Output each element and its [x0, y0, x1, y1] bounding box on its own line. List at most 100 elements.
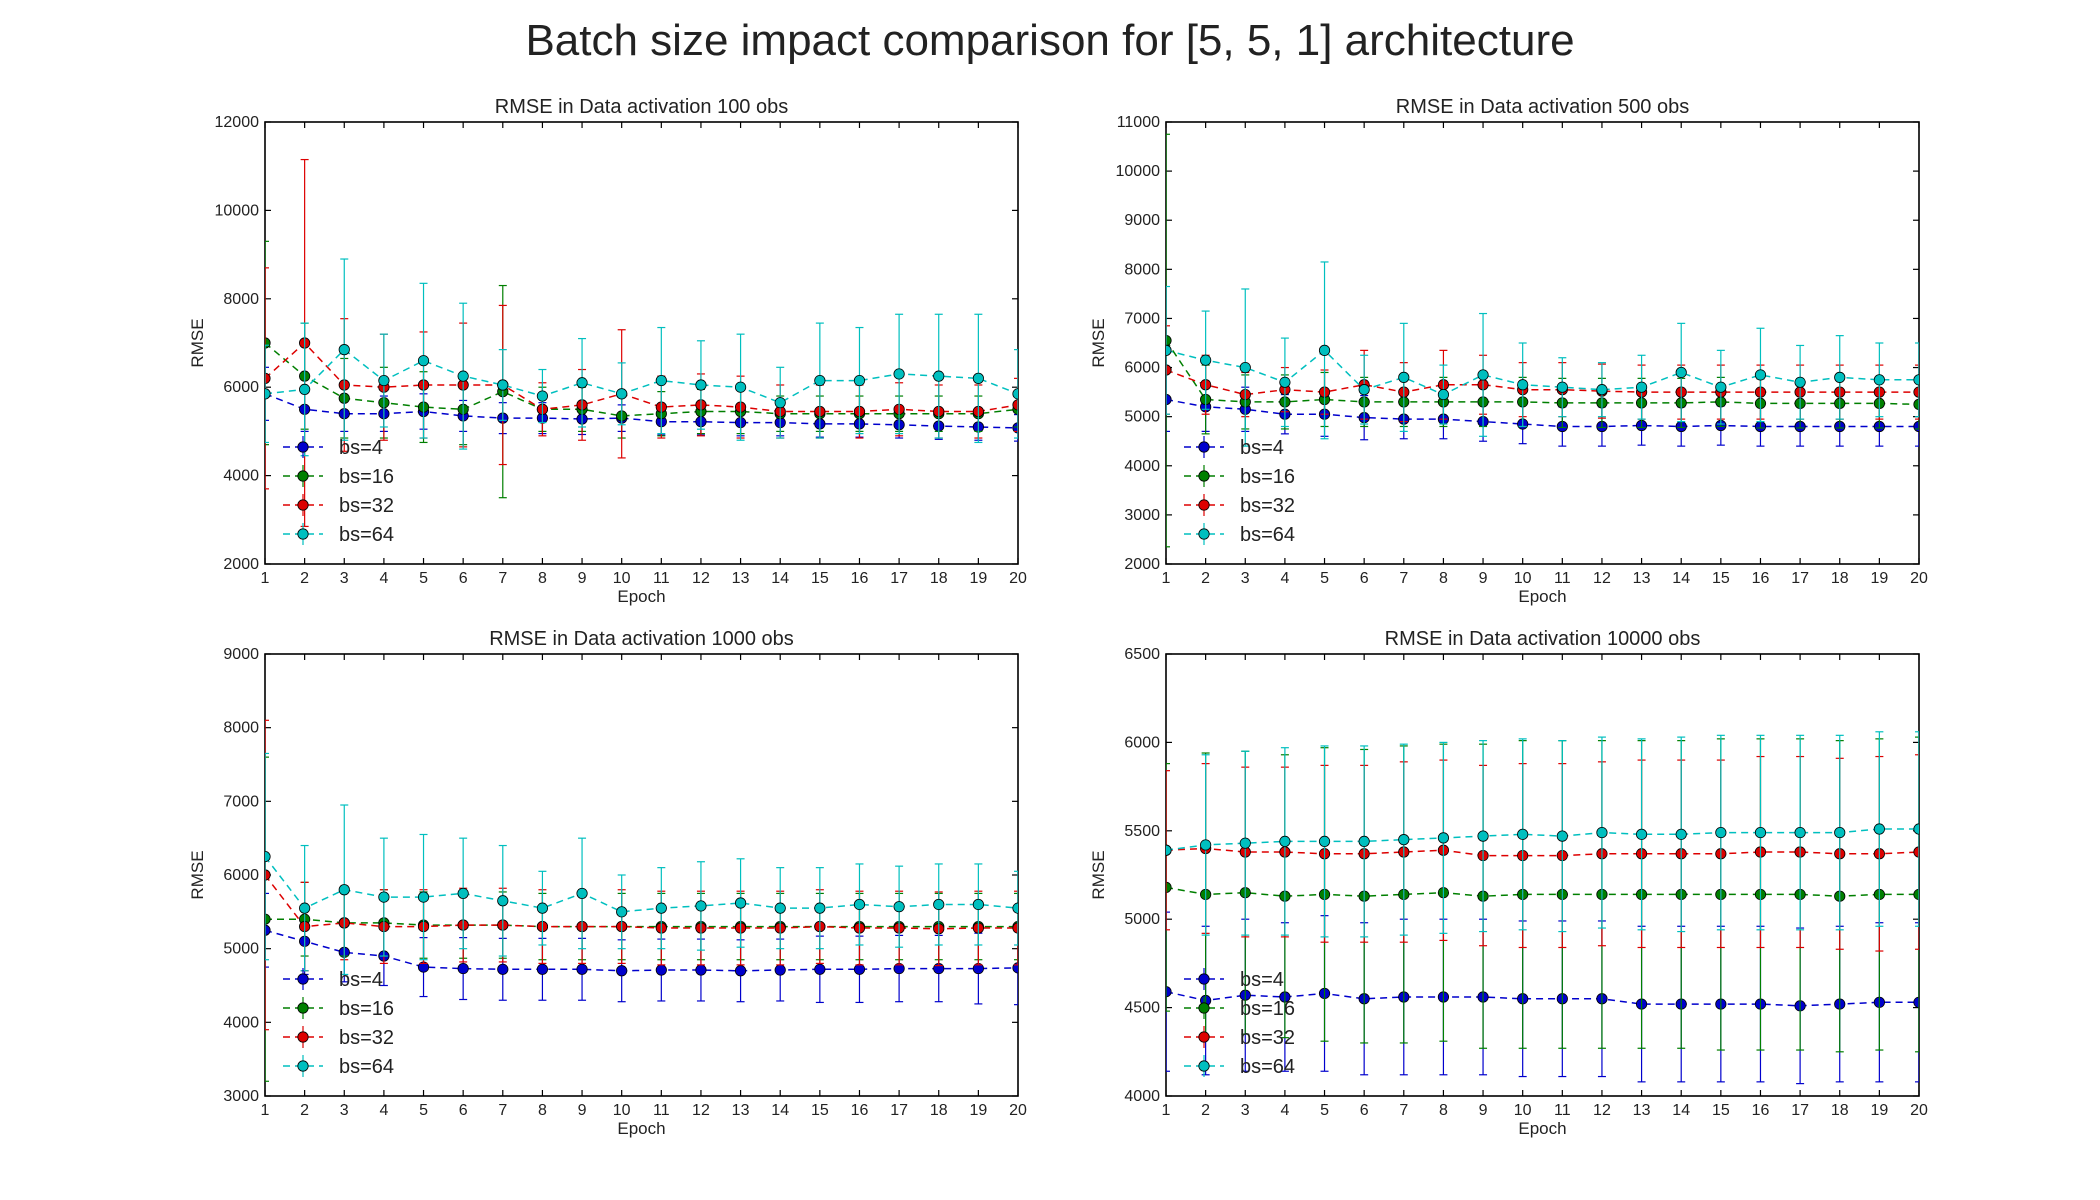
y-tick-label: 5000 [223, 941, 259, 958]
series-bs-64 [265, 752, 1018, 976]
legend-marker [1198, 973, 1210, 985]
y-tick-label: 9000 [223, 646, 259, 663]
x-tick-label: 20 [1910, 1102, 1928, 1119]
data-point [655, 964, 667, 976]
data-point [1913, 398, 1919, 410]
legend-marker [297, 441, 309, 453]
data-point [417, 355, 430, 367]
data-point [457, 962, 469, 975]
x-tick-label: 13 [732, 570, 750, 587]
y-tick-label: 10000 [215, 202, 260, 219]
data-point [1012, 388, 1018, 400]
x-tick-label: 12 [1593, 1102, 1611, 1119]
data-point [1675, 366, 1687, 379]
x-tick-label: 4 [1280, 1102, 1289, 1119]
data-point [1358, 384, 1370, 396]
x-tick-label: 8 [538, 1102, 547, 1119]
x-tick-label: 18 [930, 570, 948, 587]
x-tick-label: 17 [1791, 570, 1809, 587]
series-line [265, 874, 1018, 930]
plot-area [265, 719, 1018, 1082]
series-line [265, 856, 1018, 913]
y-tick-label: 6000 [1124, 360, 1160, 377]
legend-item-bs-4: bs=4 [1184, 436, 1284, 459]
data-point [1556, 381, 1568, 393]
x-tick-label: 13 [732, 1102, 750, 1119]
plot-area [1166, 731, 1919, 1085]
legend-item-bs-16: bs=16 [283, 465, 394, 488]
data-point [265, 850, 271, 863]
series-line [1166, 828, 1919, 851]
data-point [1239, 361, 1251, 374]
x-tick-label: 4 [379, 570, 388, 587]
data-point [1913, 823, 1919, 835]
legend-item-bs-64: bs=64 [283, 523, 394, 546]
data-point [1437, 832, 1450, 844]
legend-item-bs-4: bs=4 [1184, 968, 1284, 991]
x-tick-label: 6 [459, 570, 468, 587]
data-point [1834, 371, 1846, 383]
data-point [1596, 384, 1608, 396]
data-point [734, 381, 747, 393]
legend-marker [1198, 1060, 1210, 1072]
x-axis-label: Epoch [617, 587, 665, 606]
legend-item-bs-4: bs=4 [283, 436, 383, 459]
x-tick-label: 15 [811, 1102, 829, 1119]
panel-title: RMSE in Data activation 100 obs [495, 96, 789, 118]
data-point [457, 370, 469, 382]
data-point [265, 913, 271, 925]
x-tick-label: 3 [340, 570, 349, 587]
legend-marker [297, 499, 309, 511]
y-tick-label: 9000 [1124, 212, 1160, 229]
data-point [1477, 830, 1489, 842]
x-tick-label: 18 [930, 1102, 948, 1119]
x-tick-label: 19 [969, 570, 987, 587]
x-tick-label: 3 [340, 1102, 349, 1119]
panel-title: RMSE in Data activation 1000 obs [489, 628, 794, 650]
x-tick-label: 5 [1320, 570, 1329, 587]
x-tick-label: 18 [1831, 1102, 1849, 1119]
data-point [1318, 344, 1331, 356]
data-point [1913, 386, 1919, 398]
x-tick-label: 10 [1514, 570, 1532, 587]
legend-label: bs=16 [339, 998, 394, 1020]
data-point [1596, 826, 1608, 839]
data-point [972, 372, 984, 384]
data-point [265, 924, 271, 936]
panel-title: RMSE in Data activation 10000 obs [1385, 628, 1701, 650]
series-line [1166, 847, 1919, 857]
data-point [1794, 376, 1806, 388]
x-tick-label: 6 [1360, 570, 1369, 587]
y-axis-label: RMSE [188, 318, 207, 367]
axes-frame [264, 653, 1019, 1097]
data-point [853, 898, 866, 911]
x-tick-label: 9 [1479, 570, 1488, 587]
y-tick-label: 3000 [223, 1088, 259, 1105]
x-tick-label: 8 [1439, 1102, 1448, 1119]
data-point [616, 388, 628, 400]
series-line [1166, 886, 1919, 897]
y-tick-label: 7000 [1124, 310, 1160, 327]
legend: bs=4 bs=16 bs=32 bs=64 [1184, 436, 1295, 546]
plot-area [1166, 133, 1919, 548]
data-point [1200, 354, 1212, 366]
x-tick-label: 20 [1009, 1102, 1027, 1119]
data-point [1166, 844, 1172, 856]
x-tick-label: 12 [1593, 570, 1611, 587]
data-point [1873, 374, 1885, 386]
x-tick-label: 1 [1162, 570, 1171, 587]
data-point [893, 368, 905, 380]
series-bs-64 [265, 258, 1018, 457]
legend-marker [297, 528, 309, 540]
x-tick-label: 19 [1870, 1102, 1888, 1119]
series-bs-64 [1166, 261, 1919, 447]
data-point [853, 374, 866, 387]
legend-label: bs=64 [339, 524, 394, 546]
y-tick-label: 4500 [1124, 1000, 1160, 1017]
data-point [655, 374, 667, 387]
legend-marker [297, 1031, 309, 1043]
data-point [734, 965, 747, 977]
y-tick-label: 4000 [1124, 458, 1160, 475]
data-point [1398, 371, 1410, 383]
